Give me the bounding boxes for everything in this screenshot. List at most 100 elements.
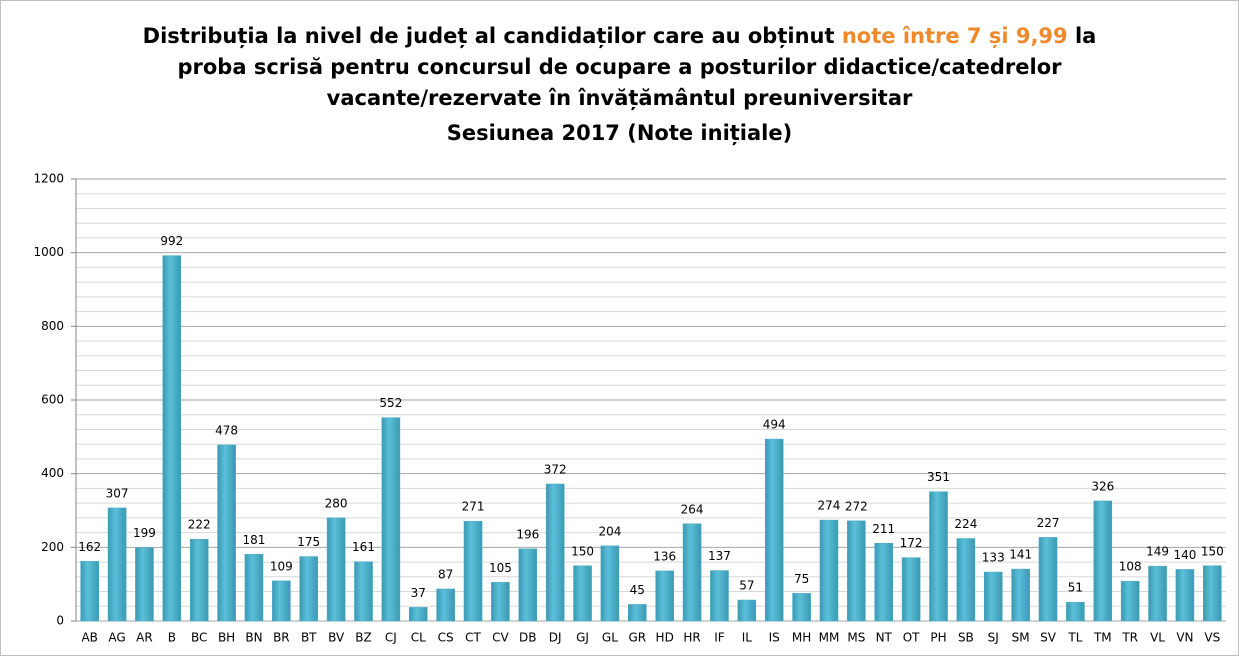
x-tick-label: AR (136, 631, 153, 645)
bar (436, 588, 455, 622)
data-label: 222 (188, 518, 211, 532)
data-label: 274 (818, 499, 841, 513)
bar (299, 556, 319, 622)
bar (983, 571, 1003, 622)
x-tick-label: TM (1093, 631, 1112, 645)
data-label: 280 (325, 496, 348, 510)
data-label: 140 (1173, 548, 1196, 562)
data-label: 271 (462, 500, 485, 514)
data-label: 992 (160, 234, 183, 248)
x-tick-label: CJ (385, 631, 397, 645)
bar (162, 255, 182, 622)
x-tick-label: GJ (576, 631, 589, 645)
x-tick-label: BV (328, 631, 345, 645)
data-label: 307 (106, 486, 129, 500)
data-label: 75 (794, 572, 809, 586)
x-tick-label: VL (1150, 631, 1165, 645)
data-label: 105 (489, 561, 512, 575)
x-tick-label: BH (218, 631, 235, 645)
x-tick-label: AG (108, 631, 125, 645)
bar (518, 548, 538, 622)
y-tick-label: 1200 (33, 172, 64, 186)
data-label: 552 (379, 396, 402, 410)
title-line: proba scrisă pentru concursul de ocupare… (1, 52, 1238, 83)
data-label: 227 (1037, 516, 1060, 530)
bar (272, 580, 291, 622)
title-segment: vacante/rezervate în învățământul preuni… (326, 86, 913, 110)
bar (901, 557, 921, 622)
data-label: 87 (438, 567, 453, 581)
bar (135, 547, 154, 622)
title-line: Distribuția la nivel de județ al candida… (1, 21, 1238, 52)
title-line: vacante/rezervate în învățământul preuni… (1, 83, 1238, 114)
x-tick-label: MM (819, 631, 840, 645)
data-label: 37 (411, 586, 426, 600)
bar (244, 554, 264, 622)
bar (710, 570, 729, 622)
bar (545, 483, 565, 622)
bar (80, 561, 99, 622)
data-label: 211 (872, 522, 895, 536)
x-tick-label: VN (1176, 631, 1193, 645)
data-label: 162 (78, 540, 101, 554)
data-label: 150 (571, 544, 594, 558)
x-tick-label: TR (1121, 631, 1138, 645)
x-tick-label: IL (742, 631, 753, 645)
bar (600, 545, 620, 622)
x-tick-label: IS (769, 631, 780, 645)
bar (107, 507, 127, 622)
bar (326, 517, 346, 622)
x-tick-label: MH (792, 631, 811, 645)
x-tick-label: DJ (549, 631, 562, 645)
bar (682, 523, 702, 622)
bar (737, 599, 757, 622)
data-label: 108 (1119, 560, 1142, 574)
data-label: 351 (927, 470, 950, 484)
chart-title: Distribuția la nivel de județ al candida… (1, 21, 1238, 149)
y-tick-label: 0 (56, 614, 64, 628)
title-segment: proba scrisă pentru concursul de ocupare… (177, 55, 1062, 79)
data-label: 141 (1009, 548, 1032, 562)
bar (764, 438, 784, 622)
bar (463, 520, 483, 622)
data-label: 136 (653, 549, 676, 563)
data-label: 326 (1091, 479, 1114, 493)
bar (1066, 601, 1085, 622)
x-tick-label: IF (714, 631, 725, 645)
x-tick-label: B (168, 631, 176, 645)
bar (929, 491, 948, 622)
x-tick-label: CL (411, 631, 426, 645)
x-tick-label: OT (903, 631, 920, 645)
data-label: 109 (270, 559, 293, 573)
y-tick-label: 600 (41, 393, 64, 407)
data-label: 372 (544, 462, 567, 476)
x-tick-label: BT (301, 631, 317, 645)
x-tick-label: SV (1040, 631, 1057, 645)
bar (655, 570, 674, 622)
x-tick-label: HD (656, 631, 674, 645)
data-label: 45 (630, 583, 645, 597)
data-label: 161 (352, 540, 375, 554)
y-tick-label: 800 (41, 319, 64, 333)
title-segment: Distribuția la nivel de județ al candida… (142, 24, 835, 48)
title-line: Sesiunea 2017 (Note inițiale) (1, 118, 1238, 149)
bar (874, 543, 894, 622)
data-label: 196 (516, 527, 539, 541)
x-tick-label: BN (245, 631, 262, 645)
bar (573, 565, 592, 622)
data-label: 224 (954, 517, 977, 531)
data-label: 150 (1201, 544, 1224, 558)
data-label: 137 (708, 549, 731, 563)
data-label: 175 (297, 535, 320, 549)
x-tick-label: SM (1012, 631, 1030, 645)
data-label: 272 (845, 499, 868, 513)
bar (1203, 565, 1222, 622)
x-tick-label: VS (1204, 631, 1220, 645)
y-tick-label: 400 (41, 466, 64, 480)
data-label: 57 (739, 579, 754, 593)
title-segment: Sesiunea 2017 (Note inițiale) (446, 121, 793, 145)
bar (217, 444, 236, 622)
title-segment: la (1074, 24, 1097, 48)
